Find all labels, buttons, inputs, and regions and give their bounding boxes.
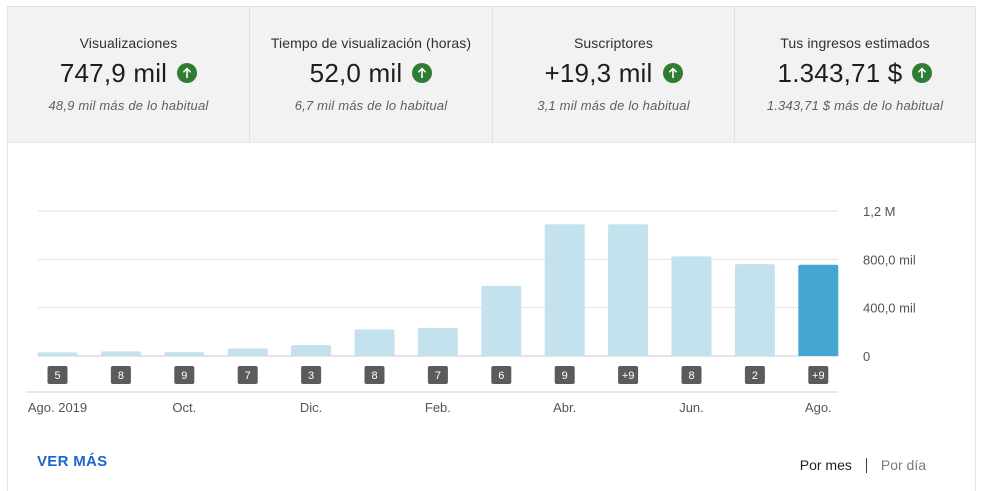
tab-comparison: 48,9 mil más de lo habitual (48, 98, 209, 113)
upload-marker-badge (427, 366, 448, 384)
upload-marker-badge (808, 366, 829, 384)
tab-label: Tus ingresos estimados (780, 35, 930, 51)
tab-label: Tiempo de visualización (horas) (270, 35, 472, 51)
upload-marker-badge (618, 366, 639, 384)
bar (544, 224, 585, 356)
tab-value: +19,3 mil (544, 57, 653, 88)
period-option-monthly[interactable]: Por mes (799, 457, 852, 473)
bar (227, 348, 268, 356)
bar (417, 327, 458, 356)
y-tick-label: 0 (863, 349, 870, 364)
tab-value: 52,0 mil (309, 57, 403, 88)
arrow-up-circle-icon (177, 63, 198, 83)
tab-revenue[interactable]: Tus ingresos estimados 1.343,71 $ 1.343,… (735, 7, 975, 143)
bar (100, 351, 141, 356)
tab-label: Visualizaciones (79, 35, 178, 51)
upload-marker-count: 8 (688, 370, 694, 382)
tab-comparison: 1.343,71 $ más de lo habitual (766, 98, 944, 113)
upload-marker-count: 6 (498, 370, 504, 382)
bar (354, 329, 395, 356)
tab-value: 1.343,71 $ (777, 57, 903, 88)
tab-value: 747,9 mil (59, 57, 168, 88)
upload-marker-badge (744, 366, 765, 384)
views-bar-chart: 0 400,0 mil 800,0 mil 1,2 M 5 8 9 7 3 8 7 6 9 +9 8 2 +9 A… (26, 204, 916, 415)
x-tick-label: Ago. 2019 (28, 400, 87, 415)
bar (481, 285, 522, 356)
metric-tabs: Visualizaciones 747,9 mil 48,9 mil más d… (8, 7, 975, 143)
upload-marker-badge (491, 366, 512, 384)
upload-marker-badge (110, 366, 131, 384)
upload-marker-count: 2 (752, 370, 758, 382)
tab-subscribers[interactable]: Suscriptores +19,3 mil 3,1 mil más de lo… (493, 7, 735, 143)
tab-views[interactable]: Visualizaciones 747,9 mil 48,9 mil más d… (8, 7, 250, 143)
bar (608, 224, 649, 356)
upload-marker-badge (237, 366, 258, 384)
upload-marker-count: 8 (371, 370, 377, 382)
tab-comparison: 6,7 mil más de lo habitual (294, 98, 448, 113)
upload-marker-count: 9 (181, 370, 187, 382)
bar (734, 264, 775, 356)
period-option-daily[interactable]: Por día (880, 457, 926, 473)
tab-watch-time[interactable]: Tiempo de visualización (horas) 52,0 mil… (250, 7, 493, 143)
arrow-up-circle-icon (912, 63, 933, 83)
upload-marker-badge (301, 366, 322, 384)
see-more-link[interactable]: VER MÁS (37, 453, 108, 470)
upload-marker-count: 9 (562, 370, 568, 382)
x-tick-label: Dic. (300, 400, 322, 415)
upload-marker-count: 7 (245, 370, 251, 382)
upload-marker-badge (681, 366, 702, 384)
arrow-up-circle-icon (662, 63, 683, 83)
upload-marker-count: 5 (54, 370, 60, 382)
y-tick-label: 800,0 mil (863, 252, 916, 267)
upload-marker-count: +9 (622, 370, 635, 382)
upload-marker-count: +9 (812, 370, 825, 382)
arrow-up-circle-icon (412, 63, 433, 83)
analytics-card: Visualizaciones 747,9 mil 48,9 mil más d… (7, 6, 976, 491)
upload-marker-count: 8 (118, 370, 124, 382)
y-tick-label: 400,0 mil (863, 301, 916, 316)
upload-marker-badge (174, 366, 195, 384)
x-tick-label: Oct. (172, 400, 196, 415)
upload-marker-badge (554, 366, 575, 384)
x-tick-label: Jun. (679, 400, 704, 415)
upload-marker-badge (364, 366, 385, 384)
period-toggle: Por mes Por día (800, 457, 926, 473)
bar (291, 345, 332, 356)
tab-comparison: 3,1 mil más de lo habitual (537, 98, 690, 113)
x-tick-label: Abr. (553, 400, 576, 415)
x-tick-label: Feb. (425, 400, 451, 415)
upload-marker-badge (47, 366, 68, 384)
upload-marker-count: 7 (435, 370, 441, 382)
bar (798, 264, 839, 356)
x-tick-label: Ago. (805, 400, 832, 415)
bar (671, 256, 712, 356)
period-divider (865, 457, 867, 473)
bar (164, 352, 205, 356)
y-tick-label: 1,2 M (863, 204, 896, 219)
bar (37, 352, 78, 356)
tab-label: Suscriptores (573, 35, 653, 51)
upload-marker-count: 3 (308, 370, 314, 382)
